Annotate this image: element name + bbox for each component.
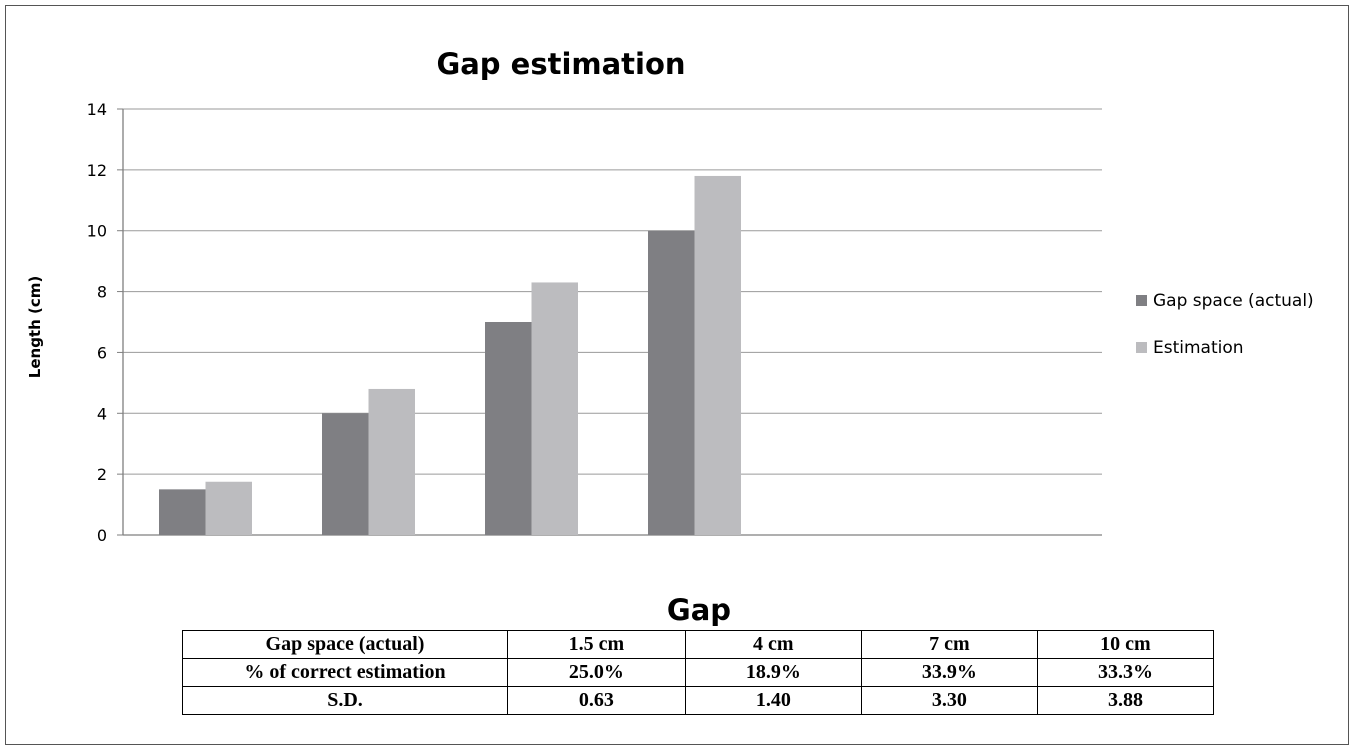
table-cell: 25.0%: [507, 658, 686, 687]
table-cell: 1.5 cm: [507, 630, 686, 659]
table-cell: 18.9%: [684, 658, 862, 687]
table-cell: 1.40: [684, 686, 862, 715]
y-tick-label: 6: [97, 343, 107, 362]
table-row-label: S.D.: [182, 686, 508, 715]
bar-actual: [159, 489, 206, 535]
bar-estimation: [694, 175, 741, 535]
table-row: % of correct estimation 25.0% 18.9% 33.9…: [182, 658, 1215, 687]
bar-estimation: [531, 282, 578, 535]
table-row: S.D. 0.63 1.40 3.30 3.88: [182, 686, 1215, 715]
gridlines: [117, 108, 1102, 536]
legend-label: Gap space (actual): [1153, 291, 1314, 311]
bar-estimation: [205, 481, 252, 535]
table-cell: 0.63: [507, 686, 686, 715]
x-axis-label: Gap: [667, 593, 731, 627]
table-cell: 3.88: [1036, 686, 1215, 715]
bars: [159, 175, 741, 535]
y-tick-label: 12: [87, 161, 107, 180]
bar-actual: [648, 230, 695, 535]
y-tick-label: 8: [97, 283, 107, 302]
chart-title: Gap estimation: [436, 47, 685, 81]
y-axis-label: Length (cm): [26, 276, 44, 378]
bar-actual: [485, 322, 532, 535]
table-cell: 33.3%: [1036, 658, 1215, 687]
table-cell: 7 cm: [860, 630, 1038, 659]
legend-swatch: [1136, 295, 1147, 306]
y-tick-label: 0: [97, 526, 107, 545]
table-row: Gap space (actual) 1.5 cm 4 cm 7 cm 10 c…: [182, 630, 1215, 659]
table-row-label: Gap space (actual): [182, 630, 508, 659]
bar-actual: [322, 413, 369, 535]
legend: Gap space (actual) Estimation: [1136, 291, 1314, 358]
table-cell: 33.9%: [860, 658, 1038, 687]
gap-data-table: Gap space (actual) 1.5 cm 4 cm 7 cm 10 c…: [182, 630, 1215, 715]
bar-estimation: [368, 388, 415, 535]
legend-label: Estimation: [1153, 338, 1244, 358]
table-cell: 4 cm: [684, 630, 862, 659]
table-cell: 10 cm: [1036, 630, 1215, 659]
bar-chart: Gap estimation Length (cm) Gap 0 2 4 6 8 10 12…: [26, 47, 1314, 627]
table-row-label: % of correct estimation: [182, 658, 508, 687]
legend-swatch: [1136, 342, 1147, 353]
table-cell: 3.30: [860, 686, 1038, 715]
y-tick-label: 2: [97, 465, 107, 484]
y-tick-label: 14: [87, 100, 107, 119]
y-tick-label: 10: [87, 222, 107, 241]
y-tick-labels: 0 2 4 6 8 10 12 14: [87, 100, 107, 545]
chart-frame: Gap estimation Length (cm) Gap 0 2 4 6 8 10 12…: [5, 5, 1349, 745]
y-tick-label: 4: [97, 404, 107, 423]
